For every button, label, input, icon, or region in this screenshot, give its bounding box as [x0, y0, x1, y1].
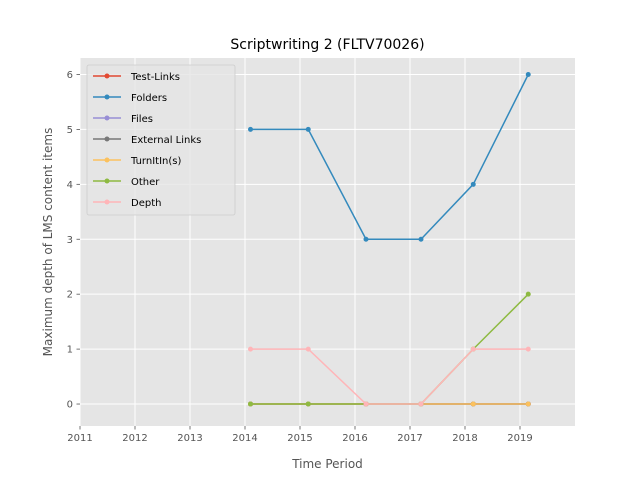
legend: Test-Links Folders Files External Links Turn…: [86, 64, 236, 216]
data-point: [418, 236, 424, 242]
x-tick-label: 2011: [67, 433, 92, 444]
y-tick-label: 4: [67, 180, 73, 191]
legend-label: Folders: [131, 93, 167, 104]
data-point: [305, 401, 311, 407]
chart-title: Scriptwriting 2 (FLTV70026): [230, 37, 424, 53]
data-point: [470, 346, 476, 352]
data-point: [363, 236, 369, 242]
data-point: [525, 401, 531, 407]
legend-label: External Links: [131, 135, 201, 146]
x-axis-title: Time Period: [291, 457, 363, 471]
data-point: [470, 401, 476, 407]
x-tick-label: 2019: [507, 433, 532, 444]
data-point: [363, 401, 369, 407]
legend-marker: [104, 115, 110, 121]
data-point: [418, 401, 424, 407]
data-point: [248, 401, 253, 407]
legend-label: Files: [131, 114, 153, 125]
x-tick-label: 2012: [122, 433, 147, 444]
y-axis-title: Maximum depth of LMS content items: [41, 128, 55, 357]
legend-marker: [104, 199, 110, 205]
data-point: [248, 126, 253, 132]
legend-marker: [104, 157, 110, 163]
data-point: [525, 346, 531, 352]
series-line-6: [250, 348, 529, 405]
data-point: [525, 291, 531, 297]
data-point: [470, 181, 476, 187]
series-line-1: [250, 74, 529, 241]
y-tick-label: 0: [67, 400, 73, 411]
data-point: [248, 346, 253, 352]
x-tick-label: 2014: [232, 433, 257, 444]
legend-label: TurnItIn(s): [130, 156, 181, 167]
series-layer: [248, 71, 531, 407]
legend-marker: [104, 178, 110, 184]
legend-marker: [104, 73, 110, 79]
x-tick-label: 2018: [452, 433, 477, 444]
ticks: 2011 2012 2013 2014 2015 2016 2017 2018 2019 0 1 2 3…: [67, 70, 533, 444]
legend-label: Depth: [131, 198, 161, 209]
x-tick-label: 2015: [287, 433, 312, 444]
grid: [79, 58, 575, 426]
legend-marker: [104, 136, 110, 142]
y-tick-label: 6: [67, 70, 73, 81]
legend-marker: [104, 94, 110, 100]
x-tick-label: 2016: [342, 433, 367, 444]
legend-label: Test-Links: [130, 72, 180, 83]
y-tick-label: 5: [67, 125, 73, 136]
data-point: [305, 126, 311, 132]
legend-label: Other: [131, 177, 160, 188]
legend-box: [86, 64, 236, 216]
x-tick-label: 2017: [397, 433, 422, 444]
data-point: [525, 71, 531, 77]
y-tick-label: 3: [67, 235, 73, 246]
data-point: [305, 346, 311, 352]
y-tick-label: 1: [67, 345, 73, 356]
y-tick-label: 2: [67, 290, 73, 301]
x-tick-label: 2013: [177, 433, 202, 444]
